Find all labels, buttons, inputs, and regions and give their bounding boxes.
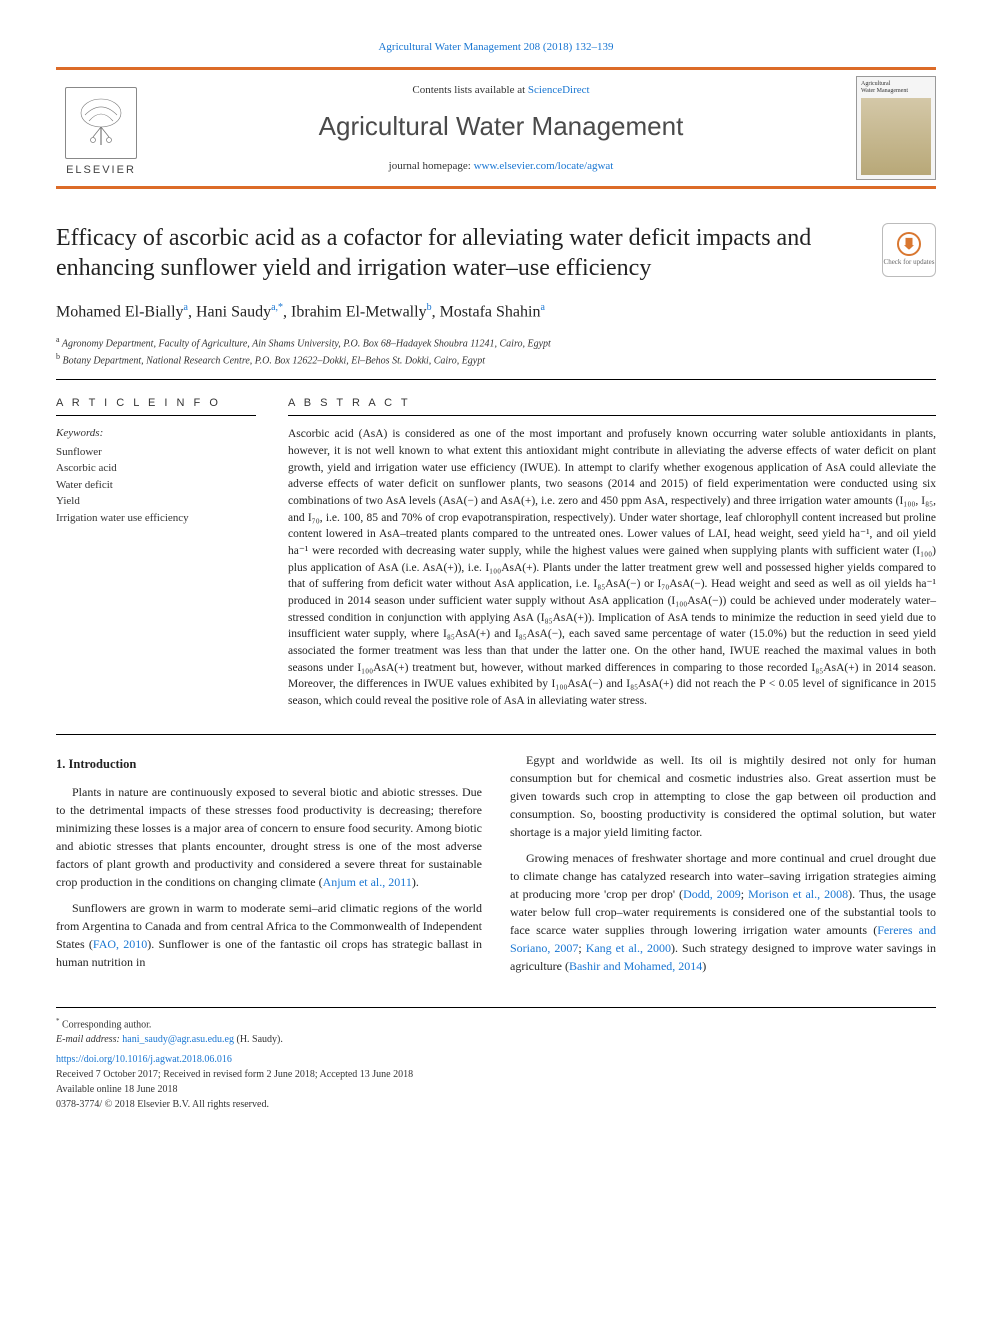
sciencedirect-link[interactable]: ScienceDirect: [528, 84, 590, 96]
email-line: E-mail address: hani_saudy@agr.asu.edu.e…: [56, 1032, 936, 1047]
email-paren: (H. Saudy).: [234, 1034, 283, 1045]
intro-heading: 1. Introduction: [56, 755, 482, 774]
homepage-prefix: journal homepage:: [389, 160, 474, 172]
divider-2: [56, 734, 936, 735]
email-label: E-mail address:: [56, 1034, 122, 1045]
ref-bashir-2014[interactable]: Bashir and Mohamed, 2014: [569, 959, 702, 973]
abstract-column: A B S T R A C T Ascorbic acid (AsA) is c…: [288, 396, 936, 710]
ref-dodd-2009[interactable]: Dodd, 2009: [683, 887, 741, 901]
homepage-link[interactable]: www.elsevier.com/locate/agwat: [474, 160, 614, 172]
citation-header: Agricultural Water Management 208 (2018)…: [56, 40, 936, 55]
cover-image-placeholder: [861, 98, 931, 176]
ref-anjum-2011[interactable]: Anjum et al., 2011: [323, 875, 412, 889]
abstract-text: Ascorbic acid (AsA) is considered as one…: [288, 426, 936, 709]
intro-p3: Egypt and worldwide as well. Its oil is …: [510, 751, 936, 841]
ref-fao-2010[interactable]: FAO, 2010: [93, 937, 147, 951]
intro-p2: Sunflowers are grown in warm to moderate…: [56, 899, 482, 971]
intro-p1-text: Plants in nature are continuously expose…: [56, 785, 482, 889]
doi-link[interactable]: https://doi.org/10.1016/j.agwat.2018.06.…: [56, 1054, 232, 1065]
intro-p4-m1: ;: [741, 887, 748, 901]
abstract-label: A B S T R A C T: [288, 396, 936, 411]
journal-header-bar: ELSEVIER Contents lists available at Sci…: [56, 67, 936, 189]
ref-kang-2000[interactable]: Kang et al., 2000: [586, 941, 671, 955]
header-center: Contents lists available at ScienceDirec…: [146, 83, 856, 174]
elsevier-logo: ELSEVIER: [56, 78, 146, 178]
article-title: Efficacy of ascorbic acid as a cofactor …: [56, 223, 858, 283]
cover-label-1: Agricultural: [861, 81, 890, 88]
intro-p4: Growing menaces of freshwater shortage a…: [510, 849, 936, 975]
authors-line: Mohamed El-Biallya, Hani Saudya,*, Ibrah…: [56, 301, 936, 324]
corr-text: Corresponding author.: [62, 1019, 151, 1030]
ref-morison-2008[interactable]: Morison et al., 2008: [748, 887, 848, 901]
elsevier-wordmark: ELSEVIER: [66, 163, 136, 178]
journal-name: Agricultural Water Management: [146, 108, 856, 144]
journal-cover-thumbnail: Agricultural Water Management: [856, 76, 936, 180]
intro-p1-tail: ).: [412, 875, 419, 889]
abstract-divider: [288, 415, 936, 416]
intro-p4-m3: ;: [578, 941, 585, 955]
footnote-divider: [56, 1007, 936, 1008]
intro-p1: Plants in nature are continuously expose…: [56, 783, 482, 891]
footnotes-block: * Corresponding author. E-mail address: …: [56, 1016, 936, 1047]
copyright-line: 0378-3774/ © 2018 Elsevier B.V. All righ…: [56, 1097, 936, 1112]
email-link[interactable]: hani_saudy@agr.asu.edu.eg: [122, 1034, 234, 1045]
updates-icon: [897, 232, 921, 256]
keywords-list: SunflowerAscorbic acidWater deficitYield…: [56, 444, 256, 527]
article-info-column: A R T I C L E I N F O Keywords: Sunflowe…: [56, 396, 256, 710]
corresponding-author: * Corresponding author.: [56, 1016, 936, 1032]
body-two-column: 1. Introduction Plants in nature are con…: [56, 751, 936, 981]
divider-1: [56, 379, 936, 380]
article-info-label: A R T I C L E I N F O: [56, 396, 256, 411]
doi-line: https://doi.org/10.1016/j.agwat.2018.06.…: [56, 1053, 936, 1067]
check-updates-badge[interactable]: Check for updates: [882, 223, 936, 277]
cover-label-2: Water Management: [861, 88, 908, 95]
history-line-1: Received 7 October 2017; Received in rev…: [56, 1067, 936, 1082]
info-divider: [56, 415, 256, 416]
citation-link[interactable]: Agricultural Water Management 208 (2018)…: [378, 41, 613, 53]
contents-available-line: Contents lists available at ScienceDirec…: [146, 83, 856, 98]
keywords-label: Keywords:: [56, 426, 256, 441]
affiliations-block: a Agronomy Department, Faculty of Agricu…: [56, 334, 936, 369]
intro-p4-tail: ): [702, 959, 706, 973]
homepage-line: journal homepage: www.elsevier.com/locat…: [146, 159, 856, 174]
corr-marker: *: [56, 1017, 60, 1025]
history-line-2: Available online 18 June 2018: [56, 1082, 936, 1097]
updates-label: Check for updates: [884, 258, 935, 268]
contents-prefix: Contents lists available at: [412, 84, 527, 96]
elsevier-tree-icon: [65, 87, 137, 159]
